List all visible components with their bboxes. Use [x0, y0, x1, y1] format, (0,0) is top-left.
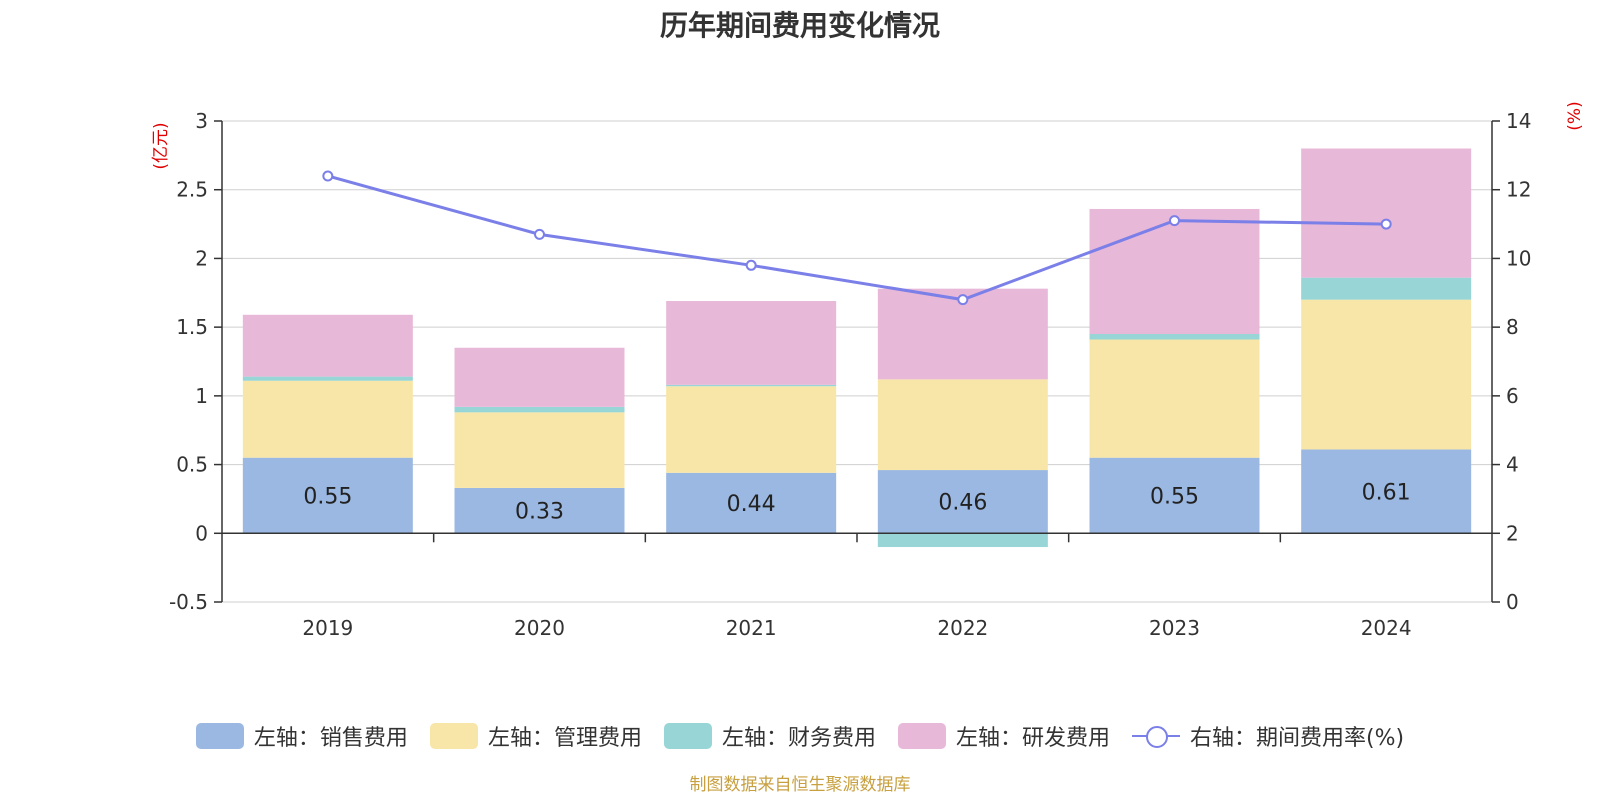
right-axis-tick-label: 2	[1506, 521, 1519, 545]
left-axis-tick-label: 2.5	[176, 178, 208, 202]
left-axis-tick-label: 1	[195, 384, 208, 408]
legend-swatch	[195, 723, 244, 749]
bar-segment	[666, 301, 837, 385]
bar-segment	[1301, 299, 1472, 450]
legend-label: 左轴：销售费用	[253, 726, 408, 751]
legend-item[interactable]: 左轴：销售费用	[195, 720, 408, 752]
legend-label: 左轴：管理费用	[487, 726, 642, 751]
source-note: 制图数据来自恒生聚源数据库	[689, 775, 911, 795]
legend-swatch	[663, 723, 712, 749]
left-axis-tick-label: 0	[195, 521, 208, 545]
right-axis-tick-label: 0	[1506, 590, 1519, 614]
bar-segment	[666, 472, 837, 534]
bar-segment	[242, 376, 413, 381]
right-axis-tick-label: 6	[1506, 384, 1519, 408]
bar-data-label: 0.55	[303, 484, 352, 509]
right-axis-tick-label: 8	[1506, 315, 1519, 339]
left-axis-tick-label: 0.5	[176, 453, 208, 477]
x-axis-tick-label: 2023	[1149, 616, 1200, 640]
legend-item[interactable]: 左轴：财务费用	[663, 720, 876, 752]
bar-segment	[666, 384, 837, 387]
rate-point	[322, 170, 334, 182]
left-axis-unit: (亿元)	[151, 122, 171, 169]
legend-label: 左轴：财务费用	[721, 726, 876, 751]
bar-data-label: 0.55	[1150, 484, 1199, 509]
rate-line	[327, 174, 1387, 302]
legend-swatch	[429, 723, 478, 749]
rate-point	[745, 259, 757, 271]
bar-segment	[454, 412, 625, 488]
chart-legend: 左轴：销售费用 左轴：管理费用 左轴：财务费用 左轴：研发费用 右轴：期间费用率(%)	[0, 720, 1600, 752]
legend-label: 左轴：研发费用	[955, 726, 1110, 751]
chart-title: 历年期间费用变化情况	[659, 9, 940, 42]
right-axis-tick-label: 12	[1506, 178, 1531, 202]
bar-segment	[1301, 148, 1472, 278]
x-axis-tick-label: 2020	[514, 616, 565, 640]
rate-point	[534, 228, 545, 240]
bar-segment	[1089, 339, 1260, 458]
right-axis-tick-label: 14	[1506, 109, 1531, 133]
legend-item[interactable]: 左轴：研发费用	[897, 720, 1110, 752]
rate-point	[957, 294, 969, 306]
x-axis-tick-label: 2021	[726, 616, 777, 640]
rate-point	[1380, 218, 1392, 230]
rate-point	[1169, 215, 1180, 227]
bar-segment	[877, 379, 1048, 471]
bar-segment	[242, 314, 413, 377]
bar-segment	[1301, 449, 1472, 534]
right-axis-unit: (%)	[1565, 101, 1585, 130]
x-axis-tick-label: 2024	[1361, 616, 1412, 640]
bar-segment	[242, 380, 413, 458]
legend-line-marker	[1131, 723, 1180, 749]
bar-data-label: 0.44	[727, 492, 776, 517]
left-axis-tick-label: 2	[195, 246, 208, 270]
right-axis-tick-label: 10	[1506, 246, 1531, 270]
bar-segment	[877, 533, 1048, 548]
bar-segment	[454, 487, 625, 534]
left-axis-tick-label: 3	[195, 109, 208, 133]
bar-segment	[1089, 457, 1260, 534]
chart-plot: 3 2.5 2 1.5 1 0.5 0 -0.5 (亿元) 14 12 10 8 6 4 2 0 (%) 0.55 0…	[151, 101, 1585, 640]
left-axis-tick-label: 1.5	[176, 315, 208, 339]
right-axis-tick-label: 4	[1506, 453, 1519, 477]
bar-segment	[242, 457, 413, 534]
bar-segment	[1089, 208, 1260, 335]
legend-item[interactable]: 右轴：期间费用率(%)	[1131, 720, 1405, 752]
bar-segment	[666, 386, 837, 473]
bar-segment	[454, 406, 625, 413]
bar-data-label: 0.33	[515, 500, 564, 525]
bar-data-label: 0.61	[1362, 480, 1411, 505]
left-axis-tick-label: -0.5	[169, 590, 208, 614]
bar-data-label: 0.46	[938, 491, 987, 516]
bar-segment	[1089, 334, 1260, 340]
legend-label: 右轴：期间费用率(%)	[1189, 726, 1405, 751]
legend-item[interactable]: 左轴：管理费用	[429, 720, 642, 752]
x-axis-tick-label: 2022	[937, 616, 988, 640]
bar-segment	[877, 470, 1048, 534]
legend-swatch	[897, 723, 946, 749]
bar-segment	[1301, 277, 1472, 300]
x-axis-tick-label: 2019	[302, 616, 353, 640]
bar-segment	[454, 347, 625, 407]
